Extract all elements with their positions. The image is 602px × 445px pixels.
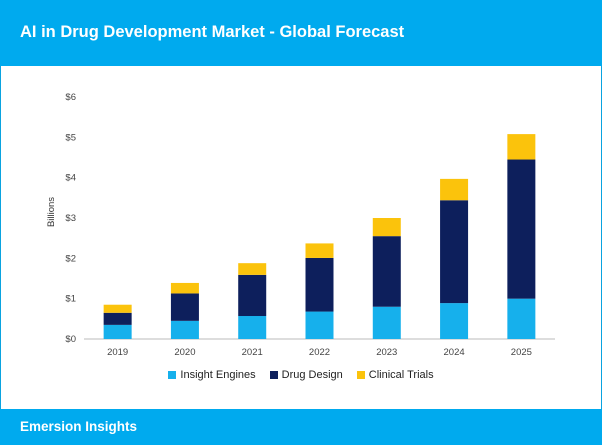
y-tick-label: $0 [65,334,76,345]
bar-segment-insight-engines-2025 [507,298,536,339]
bar-segment-clinical-trials-2019 [103,304,132,313]
legend-item-drug-design: Drug Design [269,369,343,381]
bar-segment-drug-design-2021 [238,274,267,317]
bar-segment-insight-engines-2019 [103,324,132,339]
legend-label: Drug Design [281,369,343,381]
legend-label: Insight Engines [180,369,256,381]
bar-segment-drug-design-2023 [372,236,401,307]
bar-segment-clinical-trials-2021 [238,263,267,275]
page-title: AI in Drug Development Market - Global F… [20,23,405,41]
bar-segment-insight-engines-2021 [238,316,267,339]
header-bar: AI in Drug Development Market - Global F… [0,0,602,66]
x-tick-label: 2023 [376,347,397,358]
bar-segment-clinical-trials-2022 [305,243,334,258]
legend-swatch [168,371,177,379]
legend-item-clinical-trials: Clinical Trials [356,369,434,381]
footer-bar: Emersion Insights [0,409,602,445]
bar-segment-insight-engines-2023 [372,306,401,339]
chart-legend: Insight Engines Drug Design Clinical Trial… [0,369,602,381]
x-tick-label: 2021 [242,347,263,358]
bar-segment-insight-engines-2022 [305,311,334,339]
legend-swatch [356,371,365,379]
footer-brand: Emersion Insights [20,419,138,434]
legend-item-insight-engines: Insight Engines [168,369,256,381]
x-tick-label: 2019 [107,347,128,358]
bar-segment-drug-design-2022 [305,257,334,312]
bar-segment-drug-design-2020 [170,293,199,321]
y-tick-label: $6 [65,92,76,103]
x-tick-label: 2025 [511,347,532,358]
legend-label: Clinical Trials [368,369,434,381]
bar-segment-clinical-trials-2020 [170,282,199,294]
y-tick-label: $2 [65,253,76,264]
x-tick-label: 2024 [444,347,465,358]
x-tick-label: 2022 [309,347,330,358]
bar-segment-insight-engines-2020 [170,320,199,339]
y-tick-label: $5 [65,132,76,143]
y-axis-label: Billions [46,197,57,227]
bar-segment-clinical-trials-2024 [440,178,469,201]
x-tick-label: 2020 [174,347,195,358]
bar-segment-drug-design-2024 [440,200,469,304]
bar-segment-clinical-trials-2025 [507,134,536,160]
y-tick-label: $4 [65,173,76,184]
bar-segment-drug-design-2025 [507,159,536,299]
bar-segment-drug-design-2019 [103,312,132,325]
y-tick-label: $3 [65,213,76,224]
y-tick-label: $1 [65,294,76,305]
legend-swatch [269,371,278,379]
bar-segment-clinical-trials-2023 [372,218,401,237]
bar-segment-insight-engines-2024 [440,303,469,339]
